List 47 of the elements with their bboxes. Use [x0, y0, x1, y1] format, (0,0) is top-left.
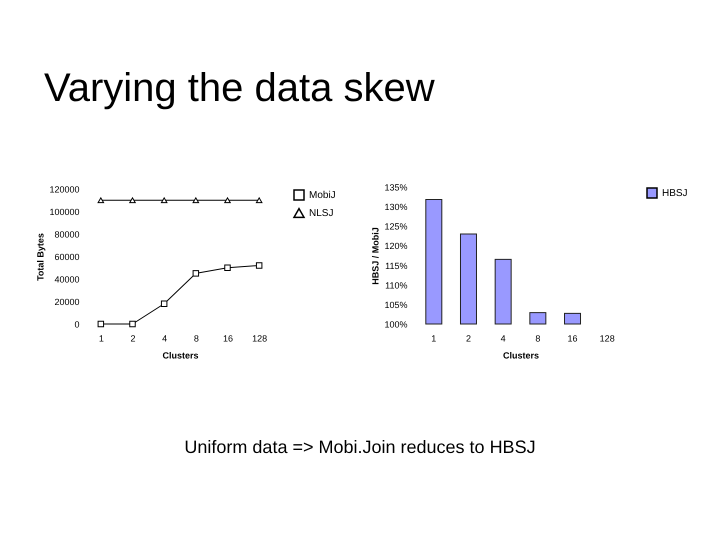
point — [256, 197, 262, 204]
x-tick-label: 128 — [600, 334, 615, 344]
x-tick-label: 2 — [466, 334, 471, 344]
y-tick-label: 110% — [385, 280, 408, 290]
point — [160, 300, 168, 307]
y-tick-label: 60000 — [54, 252, 80, 262]
y-tick-label: 125% — [384, 222, 408, 232]
legend-label: MobiJ — [309, 190, 336, 201]
legend-label: NLSJ — [309, 208, 334, 219]
y-axis-title: Total Bytes — [35, 233, 46, 281]
x-axis-title: Clusters — [162, 350, 199, 360]
x-tick-label: 2 — [130, 334, 136, 344]
chart-title: Varying the data skew — [44, 66, 435, 111]
legend-label: HBSJ — [662, 188, 688, 199]
y-tick-label: 100000 — [49, 207, 80, 217]
x-axis-title: Clusters — [502, 350, 540, 360]
y-tick-label: 40000 — [54, 274, 80, 284]
x-tick-label: 16 — [222, 334, 234, 344]
x-tick-label: 128 — [252, 334, 268, 344]
x-tick-label: 1 — [98, 334, 104, 344]
y-tick-label: 105% — [384, 300, 408, 310]
point — [98, 320, 104, 328]
text: Uniform data => Mobi.Join reduces to HBSJ — [183, 437, 537, 458]
point — [98, 197, 104, 204]
x-tick-label: 4 — [162, 334, 168, 344]
point — [224, 264, 231, 271]
point — [160, 197, 168, 204]
x-tick-label: 4 — [500, 334, 506, 344]
point — [129, 197, 136, 204]
y-tick-label: 80000 — [54, 230, 80, 240]
y-tick-label: 20000 — [54, 297, 80, 307]
y-axis-title: HBSJ / MobiJ — [370, 227, 380, 285]
point — [192, 270, 200, 277]
point — [224, 197, 231, 204]
x-tick-label: 1 — [431, 334, 436, 344]
y-tick-label: 115% — [385, 260, 408, 271]
y-tick-label: 135% — [384, 182, 408, 192]
x-tick-label: 8 — [194, 334, 199, 344]
y-tick-label: 130% — [384, 202, 408, 212]
x-tick-label: 8 — [535, 334, 540, 344]
y-tick-label: 120% — [384, 241, 408, 252]
point — [192, 197, 200, 204]
point — [256, 262, 262, 269]
x-tick-label: 16 — [568, 334, 578, 344]
y-tick-label: 100% — [384, 320, 408, 330]
y-tick-label: 120000 — [49, 184, 80, 194]
y-tick-label: 0 — [74, 320, 80, 330]
